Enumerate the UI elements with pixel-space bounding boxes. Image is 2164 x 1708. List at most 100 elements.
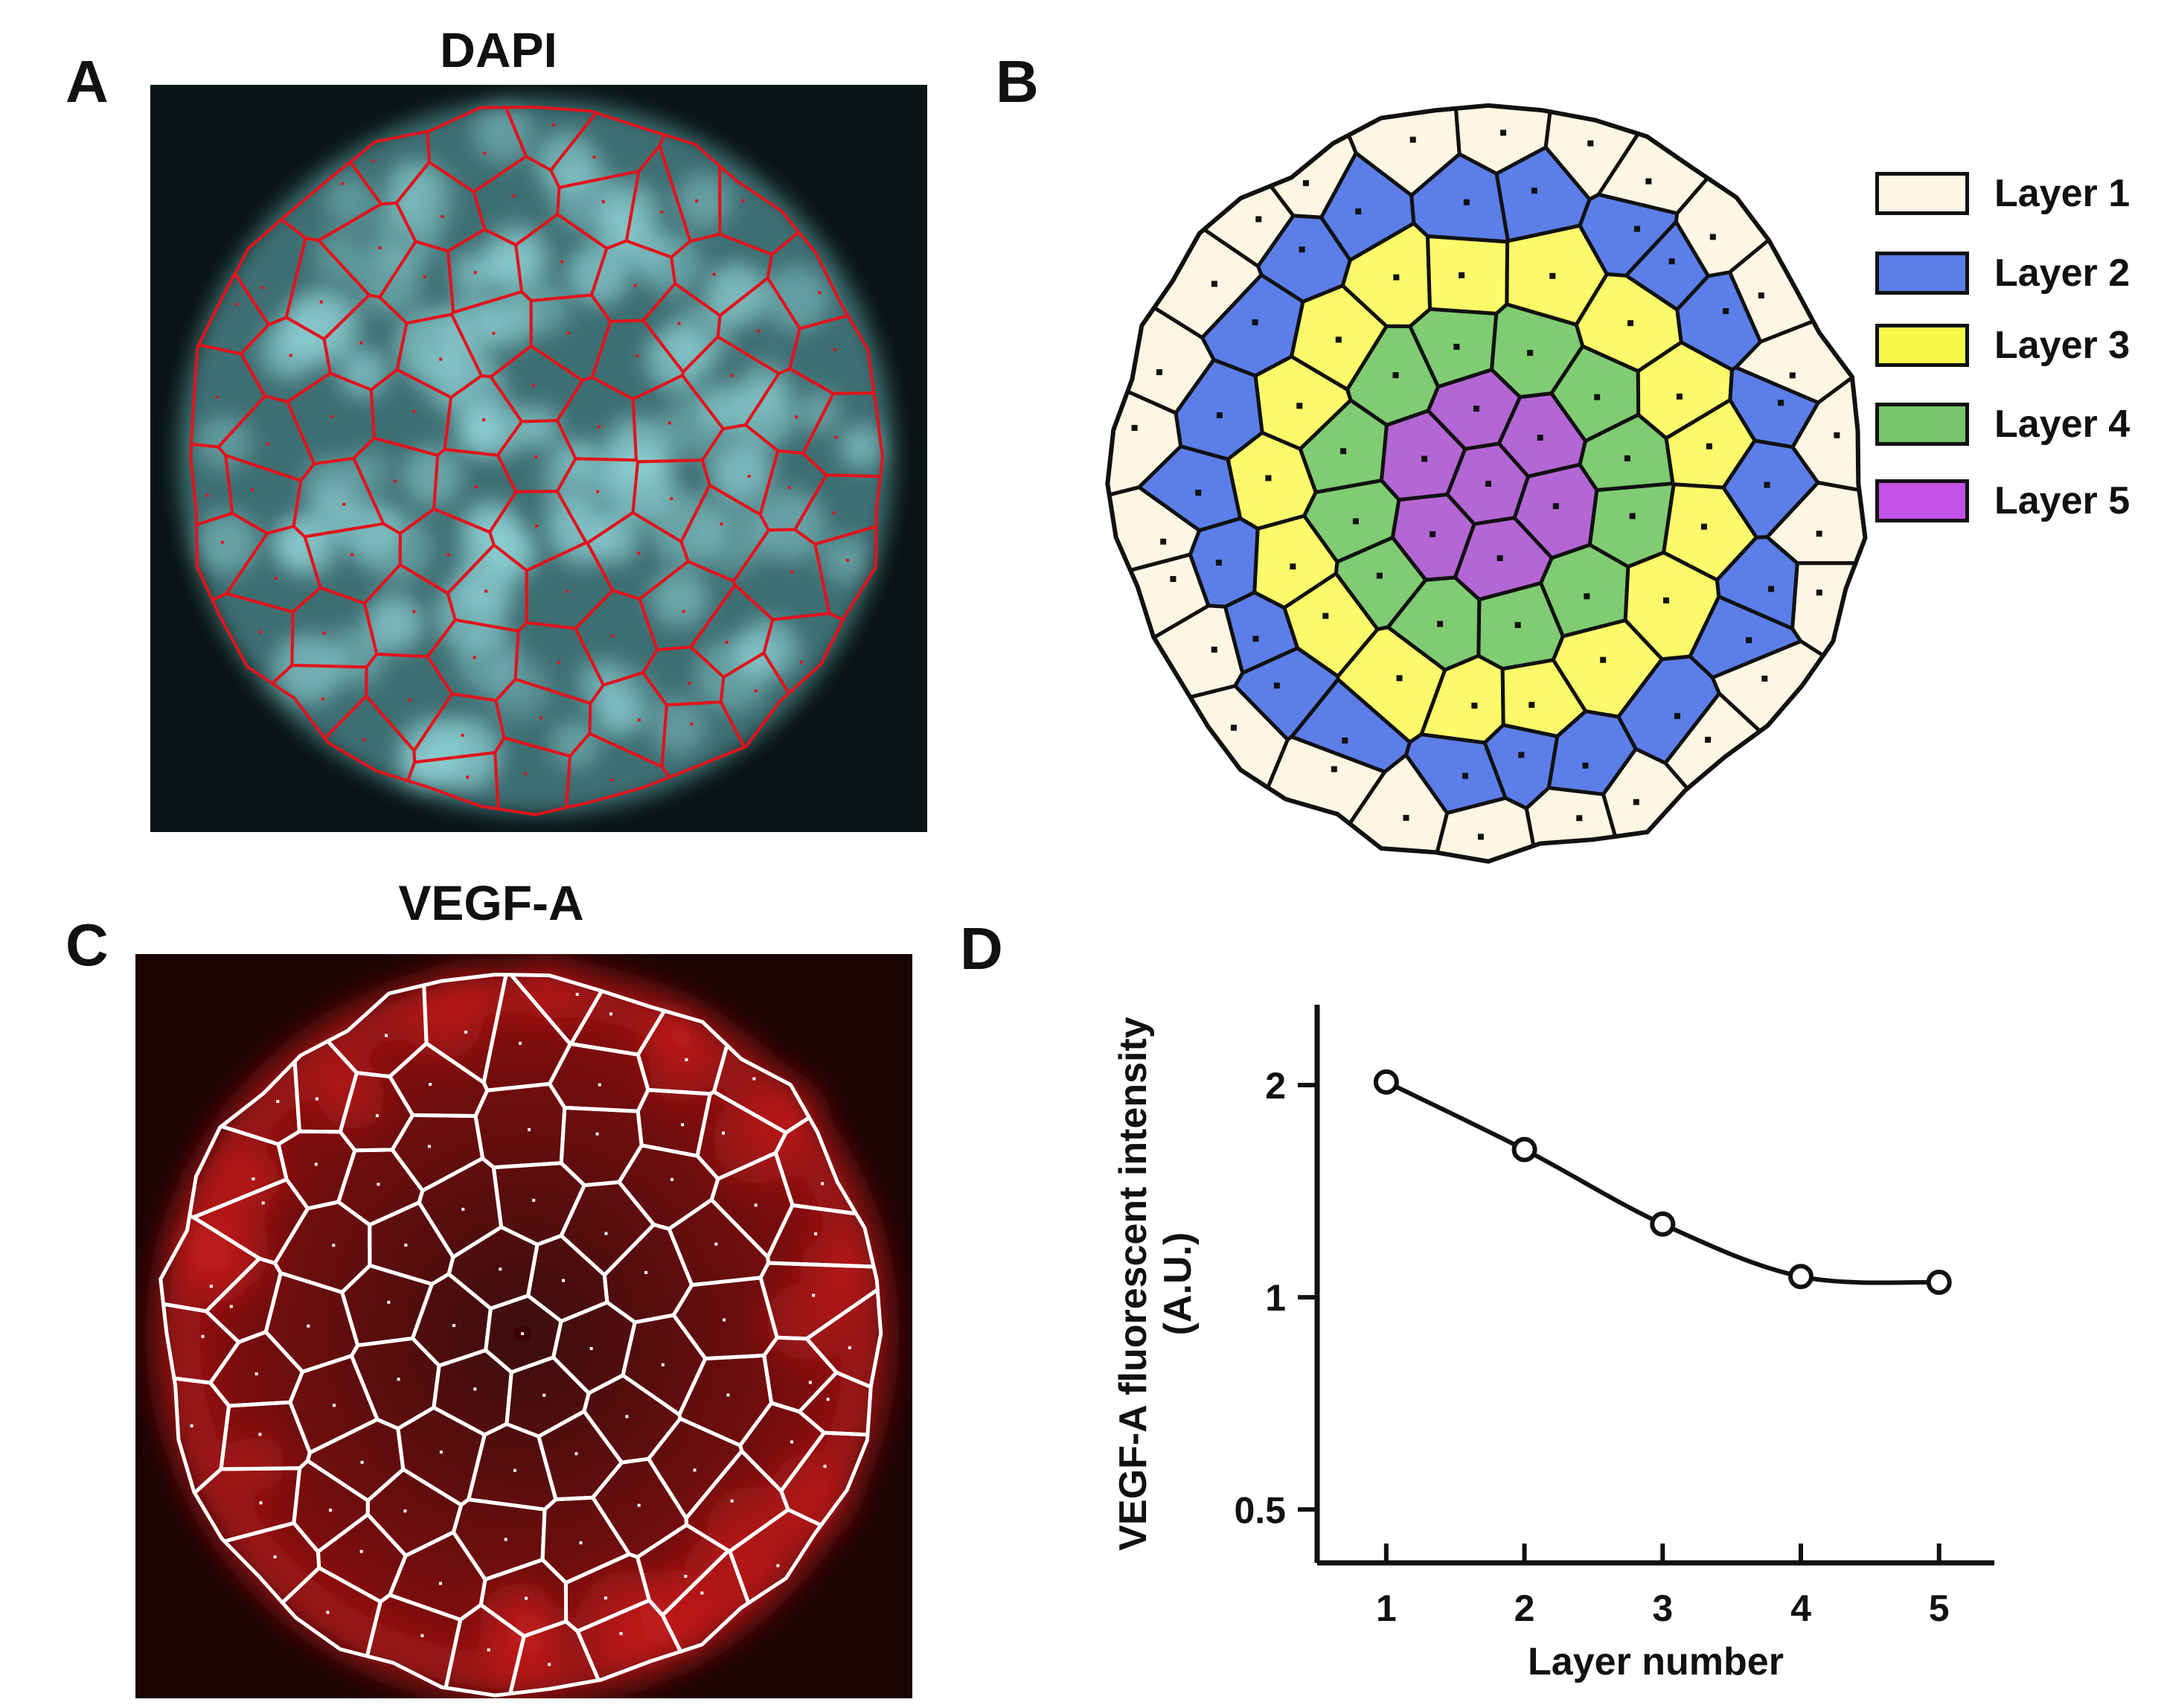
dapi-nucleus-blob: [652, 570, 708, 626]
dapi-cell-center: [596, 490, 600, 493]
vegf-cell-center: [826, 1398, 830, 1401]
dapi-cell-center: [633, 284, 637, 287]
dapi-nucleus-blob: [537, 134, 595, 193]
vegf-cell-center: [513, 1468, 516, 1472]
vegf-cell-center: [397, 1378, 400, 1381]
layer-cell-center: [1676, 393, 1683, 400]
dapi-cell-center: [483, 151, 487, 155]
dapi-cell-center: [725, 641, 729, 645]
layer-cell-center: [1302, 180, 1309, 187]
dapi-cell-center: [321, 697, 324, 701]
layer-cell-center: [1633, 799, 1639, 805]
dapi-cell-center: [787, 485, 791, 489]
layer-cell: [1426, 234, 1510, 316]
layer-cell-center: [1706, 443, 1712, 450]
vegf-cell-center: [375, 1114, 379, 1118]
dapi-cell-center: [818, 291, 822, 295]
dapi-cell-center: [274, 576, 278, 580]
dapi-cell-center: [688, 682, 691, 685]
vegf-cell-center: [684, 1574, 688, 1578]
vegf-signal-blob: [193, 1218, 248, 1272]
layer-cell-center: [1528, 702, 1535, 709]
dapi-cell-center: [747, 474, 751, 478]
dapi-nucleus-blob: [327, 627, 385, 685]
x-tick-label: 1: [1376, 1587, 1397, 1629]
layer-cell-center: [1156, 369, 1162, 376]
layer-cell-center: [1789, 372, 1796, 379]
dapi-cell-center: [235, 302, 239, 306]
dapi-cell-center: [833, 348, 836, 351]
layer-cell-center: [1764, 482, 1770, 488]
layer-cell-center: [1265, 475, 1272, 482]
vegf-cell-center: [625, 1415, 629, 1418]
vegf-cell-center: [681, 1123, 685, 1127]
dapi-cell-center: [535, 524, 539, 528]
layer-cell-center: [1459, 272, 1465, 278]
vegf-signal-blob: [481, 1582, 555, 1657]
dapi-cell-center: [266, 442, 269, 446]
layer-cell-center: [1705, 736, 1712, 743]
vegf-cell-center: [255, 1372, 258, 1376]
vegf-cell-center: [487, 1648, 490, 1651]
vegf-cell-center: [685, 1058, 688, 1061]
vegf-cell-center: [812, 1293, 816, 1297]
vegf-cell-center: [261, 1201, 265, 1205]
layer-cell-center: [1296, 403, 1303, 409]
x-tick-label: 4: [1790, 1587, 1811, 1629]
dapi-cell-center: [598, 425, 601, 429]
dapi-nucleus-blob: [403, 447, 461, 505]
layer-cell-center: [1409, 136, 1416, 143]
layer-cell-center: [1576, 815, 1583, 822]
dapi-cell-center: [220, 540, 224, 544]
dapi-cell-center: [845, 558, 849, 562]
vegf-cell-center: [209, 1285, 213, 1288]
legend-item-layer-2: Layer 2: [1875, 251, 2130, 295]
vegf-signal-blob: [713, 1096, 802, 1185]
vegf-cell-center: [273, 1555, 277, 1559]
layer-cell-center: [1392, 372, 1399, 379]
vegf-cell-center: [314, 1162, 318, 1166]
vegf-cell-center: [518, 1041, 522, 1045]
vegf-cell-center: [661, 1363, 665, 1366]
vegf-cell-center: [473, 1387, 477, 1391]
layer-map: [1105, 103, 1868, 864]
layer-cell-center: [1834, 432, 1840, 438]
dapi-nucleus-blob: [649, 697, 705, 754]
vegf-cell-center: [252, 1177, 255, 1181]
dapi-cell-center: [690, 722, 694, 726]
vegf-cell-center: [360, 1460, 364, 1464]
dapi-nucleus-blob: [588, 513, 637, 563]
vegf-cell-center: [307, 1324, 310, 1328]
vegf-cell-center: [329, 1509, 333, 1512]
layer-cell-center: [1453, 343, 1460, 350]
vegf-signal-blob: [600, 1599, 668, 1668]
vegf-cell-center: [525, 1596, 528, 1600]
layer-cell-center: [1403, 814, 1409, 821]
panel-letter-d: D: [960, 915, 1003, 982]
dapi-nucleus-blob: [841, 426, 882, 467]
dapi-nucleus-blob: [452, 253, 495, 295]
dapi-cell-center: [551, 123, 555, 127]
dapi-nucleus-blob: [700, 384, 749, 433]
vegf-cell-center: [504, 1538, 508, 1541]
panel-letter-a: A: [65, 48, 109, 115]
dapi-cell-center: [260, 286, 264, 290]
vegf-cell-center: [575, 993, 579, 997]
x-axis-label: Layer number: [1528, 1640, 1784, 1683]
dapi-cell-center: [362, 738, 366, 741]
dapi-cell-center: [393, 479, 397, 483]
layer-cell-center: [1496, 555, 1503, 562]
dapi-nucleus-blob: [304, 458, 359, 514]
dapi-cell-center: [834, 435, 838, 439]
dapi-cell-center: [446, 553, 450, 557]
layer-cell-center: [1531, 188, 1537, 194]
dapi-cell-center: [481, 418, 485, 422]
y-axis-label-unit: (A.U.): [1156, 1232, 1200, 1336]
vegf-cell-center: [790, 1440, 794, 1444]
vegf-cell-center: [429, 1082, 432, 1086]
vegf-cell-center: [201, 1334, 205, 1338]
dapi-cell-center: [341, 182, 345, 185]
vegf-cell-center: [722, 1131, 726, 1135]
vegf-cell-center: [359, 1549, 363, 1553]
vegf-cell-center: [332, 1244, 336, 1247]
